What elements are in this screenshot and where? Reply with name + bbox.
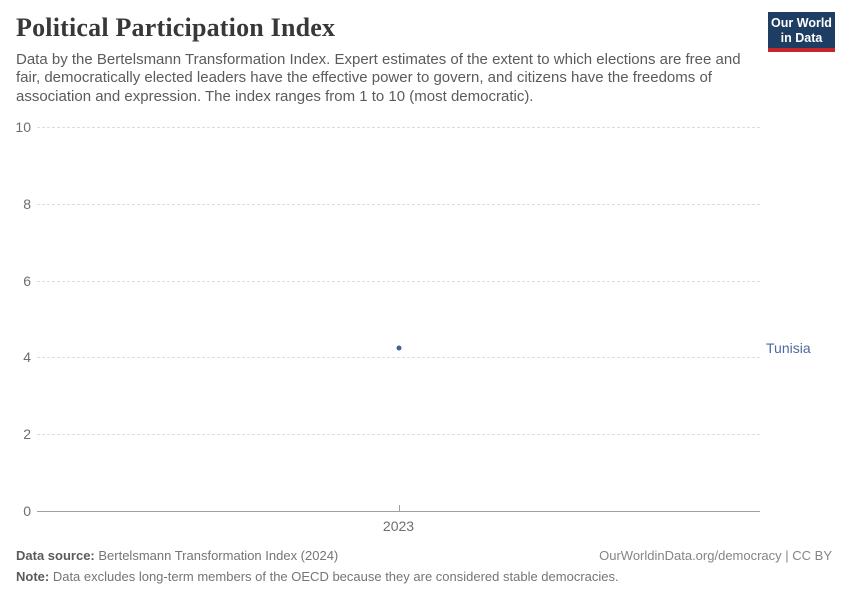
data-point-tunisia[interactable]: [396, 345, 401, 351]
owid-logo[interactable]: Our World in Data: [768, 12, 835, 52]
chart-subtitle: Data by the Bertelsmann Transformation I…: [16, 51, 741, 105]
footer-note-line: Note: Data excludes long-term members of…: [16, 569, 832, 584]
y-axis-tick-label: 8: [23, 195, 31, 212]
x-axis-tick: [398, 505, 400, 511]
page-title: Political Participation Index: [16, 13, 336, 42]
note-value: Data excludes long-term members of the O…: [49, 569, 619, 584]
owid-logo-line2: in Data: [780, 30, 823, 45]
footer-datasource-line: OurWorldinData.org/democracy | CC BY Dat…: [16, 548, 832, 563]
gridline: [37, 203, 760, 205]
gridline: [37, 434, 760, 436]
entity-label-tunisia[interactable]: Tunisia: [766, 339, 811, 356]
y-axis-tick-label: 0: [23, 503, 31, 519]
y-axis-tick-label: 10: [15, 119, 31, 135]
owid-logo-line1: Our World: [771, 16, 832, 30]
x-axis-line: [37, 511, 760, 512]
datasource-value: Bertelsmann Transformation Index (2024): [94, 548, 339, 563]
gridline: [37, 357, 760, 359]
gridline: [37, 280, 760, 282]
datasource-label: Data source:: [16, 548, 95, 563]
x-axis-tick-label: 2023: [382, 518, 415, 534]
y-axis-tick-label: 6: [23, 272, 31, 289]
footer-credit-link[interactable]: OurWorldinData.org/democracy | CC BY: [599, 548, 832, 563]
y-axis-tick-label: 2: [23, 426, 31, 443]
gridline: [37, 127, 760, 128]
note-label: Note:: [16, 569, 50, 584]
y-axis-tick-label: 4: [23, 349, 31, 366]
